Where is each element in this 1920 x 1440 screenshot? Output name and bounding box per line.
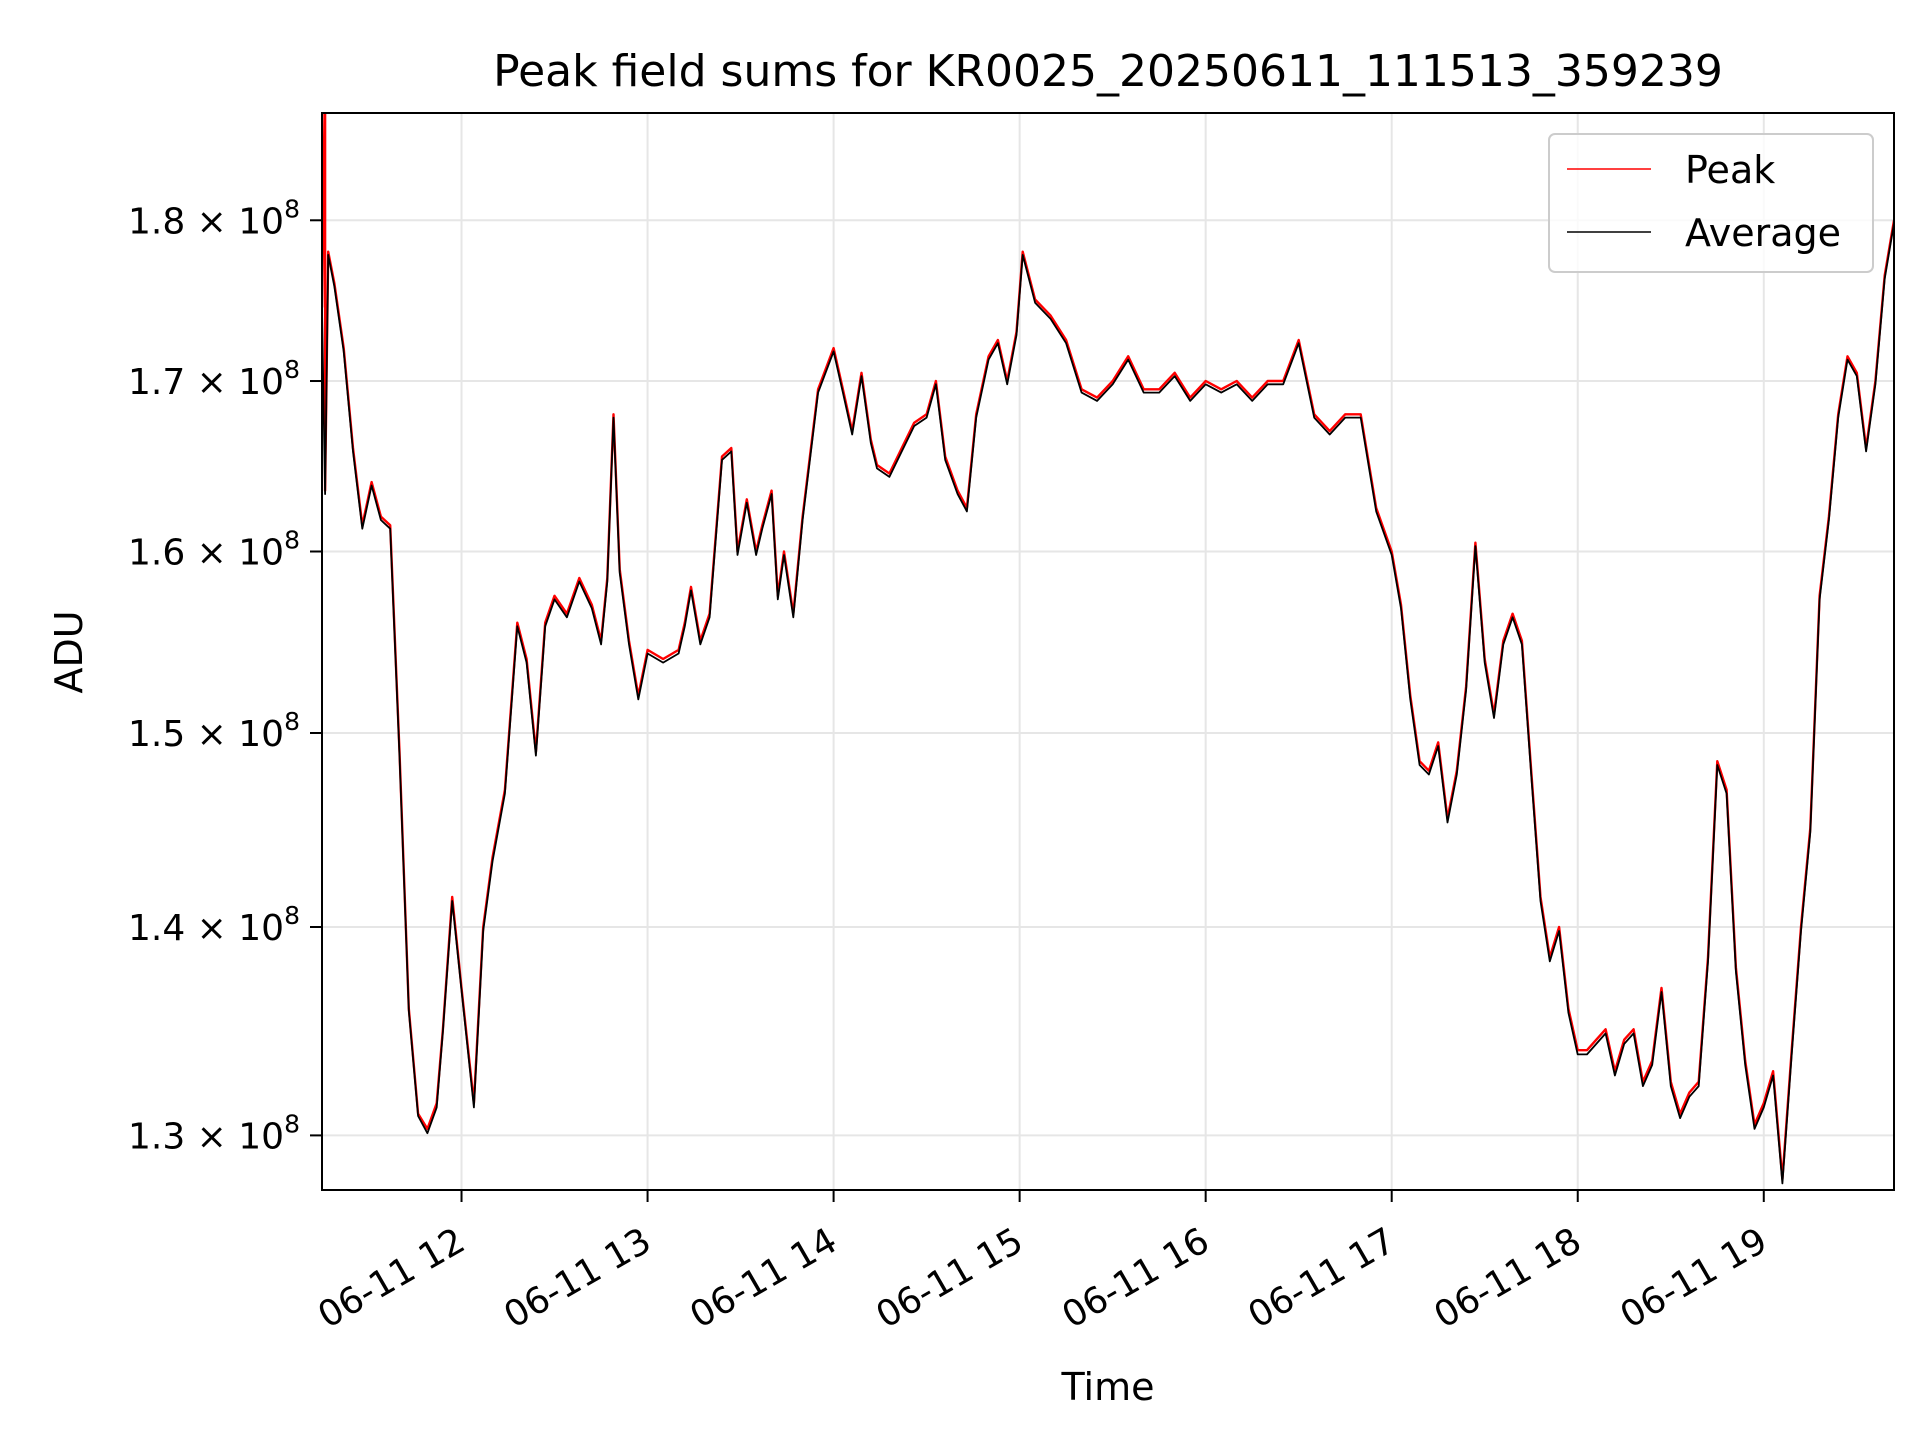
y-tick-label: 1.6 × 108 (128, 525, 300, 573)
y-tick-label: 1.5 × 108 (128, 707, 300, 755)
y-tick-label: 1.3 × 108 (128, 1109, 300, 1157)
series-line-average (322, 223, 1894, 1185)
grid (322, 113, 1894, 1190)
plot-frame (321, 112, 1895, 1191)
y-tick-label: 1.8 × 108 (128, 194, 300, 242)
chart-title: Peak field sums for KR0025_20250611_1115… (493, 46, 1723, 97)
series-group (322, 113, 1894, 1185)
y-tick-label: 1.7 × 108 (128, 355, 300, 403)
legend-label-average: Average (1685, 211, 1841, 255)
y-tick-label: 1.4 × 108 (128, 901, 300, 949)
legend: Peak Average (1548, 133, 1874, 273)
y-axis-label: ADU (47, 610, 91, 693)
legend-label-peak: Peak (1685, 148, 1775, 192)
x-axis-label: Time (1061, 1365, 1155, 1409)
